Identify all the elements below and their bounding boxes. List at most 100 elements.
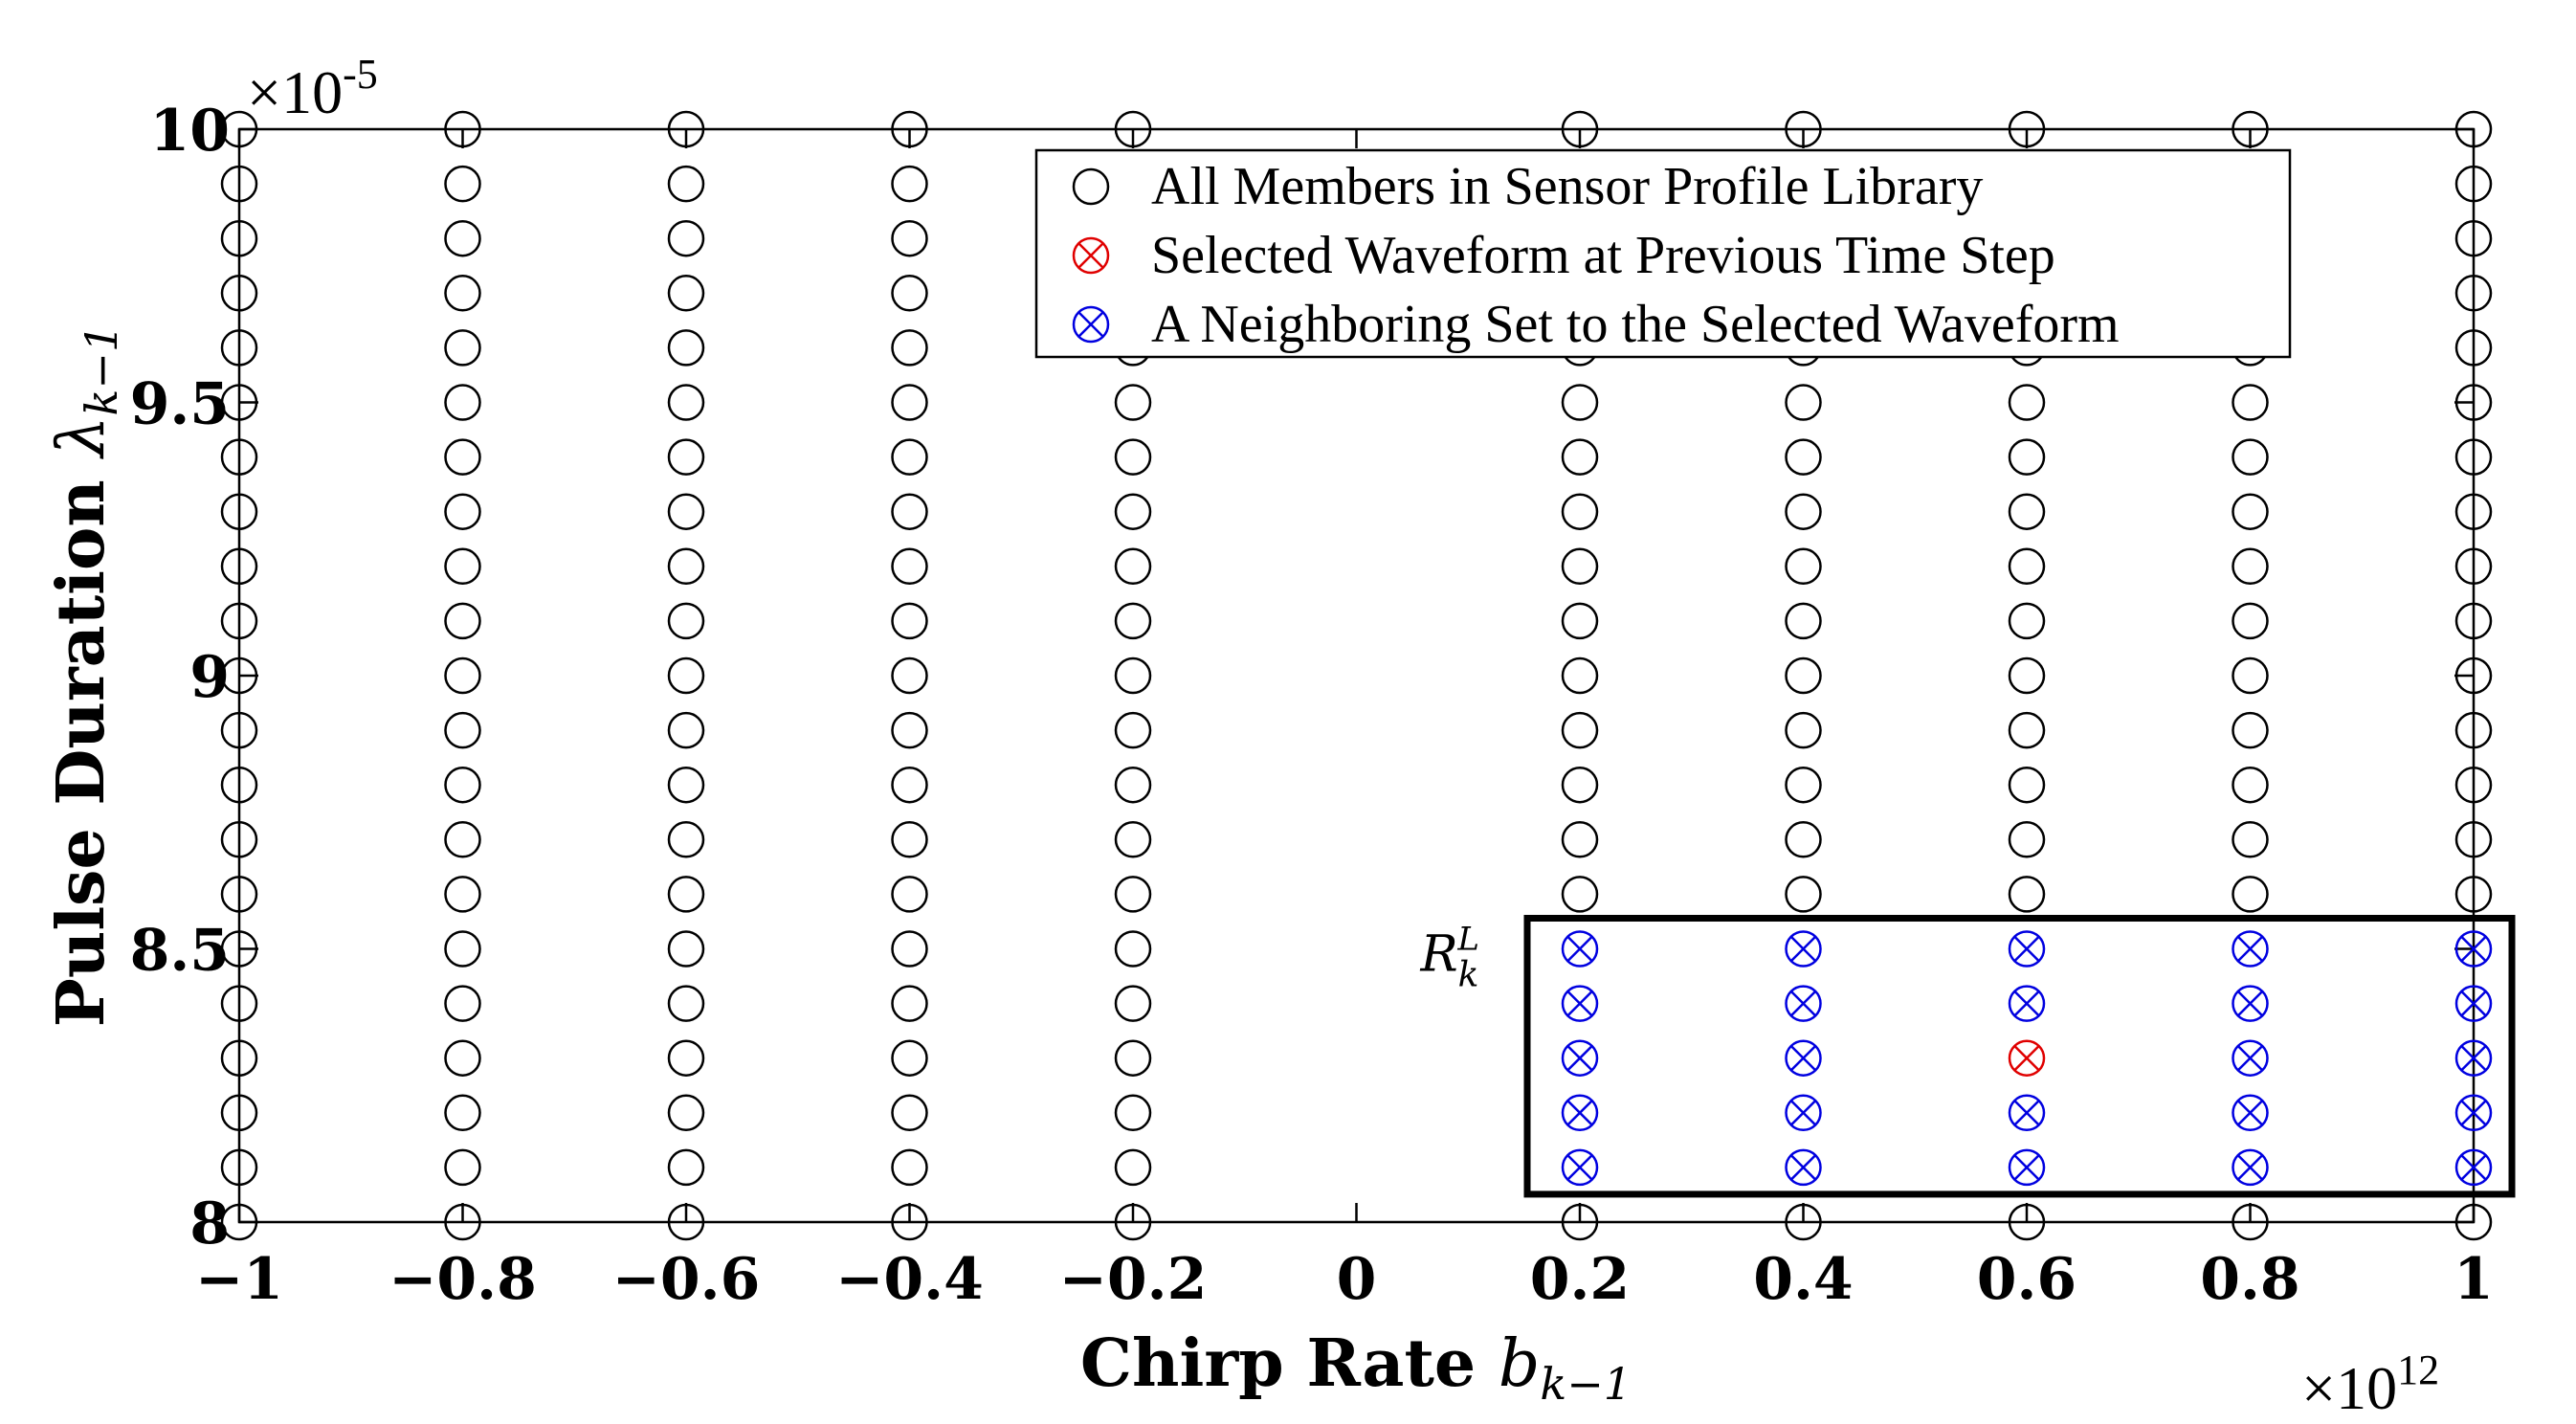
- library-point: [1785, 110, 1822, 148]
- neighbor-point: [2454, 1094, 2493, 1132]
- library-point: [667, 766, 705, 804]
- library-point: [444, 275, 481, 312]
- library-point: [220, 547, 258, 586]
- neighbor-point-cross: [1790, 990, 1816, 1017]
- selected-waveform-point: [2008, 1039, 2046, 1077]
- neighbor-point-cross: [2013, 1100, 2040, 1126]
- library-point: [444, 165, 481, 203]
- library-point: [220, 1148, 258, 1187]
- neighbor-point-cross: [2460, 1154, 2487, 1181]
- library-point: [444, 930, 481, 968]
- library-point: [667, 876, 705, 913]
- neighbor-point: [2232, 1148, 2269, 1187]
- library-point: [891, 985, 928, 1022]
- library-point: [2008, 602, 2046, 640]
- library-point: [444, 110, 481, 148]
- x-tick-label: 0: [1337, 1246, 1377, 1313]
- neighbor-point: [2232, 1039, 2269, 1077]
- x-tick-label: 0.8: [2200, 1246, 2299, 1313]
- library-point: [444, 821, 481, 858]
- x-axis-label: Chirp Rate bk−1: [1080, 1325, 1632, 1410]
- library-point: [2454, 821, 2493, 858]
- library-point: [1785, 602, 1822, 640]
- library-point: [667, 656, 705, 695]
- library-point: [2232, 438, 2269, 476]
- library-point: [1561, 493, 1599, 530]
- library-point: [667, 1039, 705, 1077]
- library-point: [1785, 766, 1822, 804]
- library-point: [2232, 493, 2269, 530]
- neighbor-point-cross: [1790, 1154, 1816, 1181]
- library-point: [220, 438, 258, 476]
- library-point: [220, 329, 258, 367]
- neighbor-set-box: [1523, 915, 2516, 1198]
- library-point: [444, 1094, 481, 1132]
- library-point: [2008, 821, 2046, 858]
- library-point: [891, 493, 928, 530]
- neighbor-point: [2008, 985, 2046, 1022]
- library-point: [2454, 275, 2493, 312]
- library-point: [2232, 821, 2269, 858]
- neighbor-point-cross: [2013, 936, 2040, 962]
- x-ticks: −1 −0.8 −0.6 −0.4 −0.2 0 0.2 0.4 0.6 0.8 1: [195, 129, 2494, 1313]
- library-point: [1561, 766, 1599, 804]
- library-point: [2454, 1203, 2493, 1241]
- library-point: [220, 766, 258, 804]
- library-point: [1561, 547, 1599, 586]
- library-point: [667, 438, 705, 476]
- library-point: [2454, 438, 2493, 476]
- library-point: [667, 1203, 705, 1241]
- library-point: [2454, 110, 2493, 148]
- library-point: [1114, 930, 1152, 968]
- y-tick-label: 10: [150, 98, 231, 165]
- library-point: [1114, 985, 1152, 1022]
- neighbor-point-cross: [1566, 1100, 1593, 1126]
- x-tick-label: −0.2: [1059, 1246, 1208, 1313]
- library-point: [1114, 656, 1152, 695]
- library-point: [2008, 711, 2046, 749]
- library-point: [220, 602, 258, 640]
- library-point: [891, 384, 928, 421]
- library-point: [1561, 438, 1599, 476]
- library-point: [891, 766, 928, 804]
- library-point: [1114, 1203, 1152, 1241]
- y-ticks: 8 8.5 9 9.5 10: [130, 98, 2474, 1257]
- library-point: [667, 547, 705, 586]
- library-point: [667, 165, 705, 203]
- x-tick-label: 0.6: [1977, 1246, 2076, 1313]
- legend-marker: [1072, 236, 1110, 275]
- library-point: [891, 438, 928, 476]
- library-point: [1114, 711, 1152, 749]
- library-point: [1561, 110, 1599, 148]
- library-point: [2454, 766, 2493, 804]
- library-point: [2454, 602, 2493, 640]
- library-point: [444, 384, 481, 421]
- library-point: [2454, 165, 2493, 203]
- neighbor-point-cross: [2237, 1045, 2263, 1072]
- library-point: [1114, 547, 1152, 586]
- library-point: [1114, 1094, 1152, 1132]
- library-point: [444, 1039, 481, 1077]
- neighbor-point-cross: [1566, 990, 1593, 1017]
- neighbor-point-cross: [2460, 1045, 2487, 1072]
- library-point: [1561, 602, 1599, 640]
- library-point: [220, 985, 258, 1022]
- legend-marker-cross: [1077, 242, 1104, 269]
- neighbor-point: [2008, 930, 2046, 968]
- library-point: [2454, 329, 2493, 367]
- library-point: [667, 275, 705, 312]
- library-point: [891, 1148, 928, 1187]
- neighbor-point: [1785, 930, 1822, 968]
- neighbor-point: [1561, 1094, 1599, 1132]
- library-point: [220, 930, 258, 968]
- library-point: [891, 329, 928, 367]
- neighbor-point-cross: [2460, 1100, 2487, 1126]
- neighbor-point-cross: [2013, 1154, 2040, 1181]
- neighbor-point: [1561, 1148, 1599, 1187]
- library-point: [444, 1148, 481, 1187]
- library-point: [444, 547, 481, 586]
- neighbor-point-cross: [2237, 990, 2263, 1017]
- library-point: [220, 711, 258, 749]
- neighbor-point-cross: [1566, 936, 1593, 962]
- library-point: [2008, 493, 2046, 530]
